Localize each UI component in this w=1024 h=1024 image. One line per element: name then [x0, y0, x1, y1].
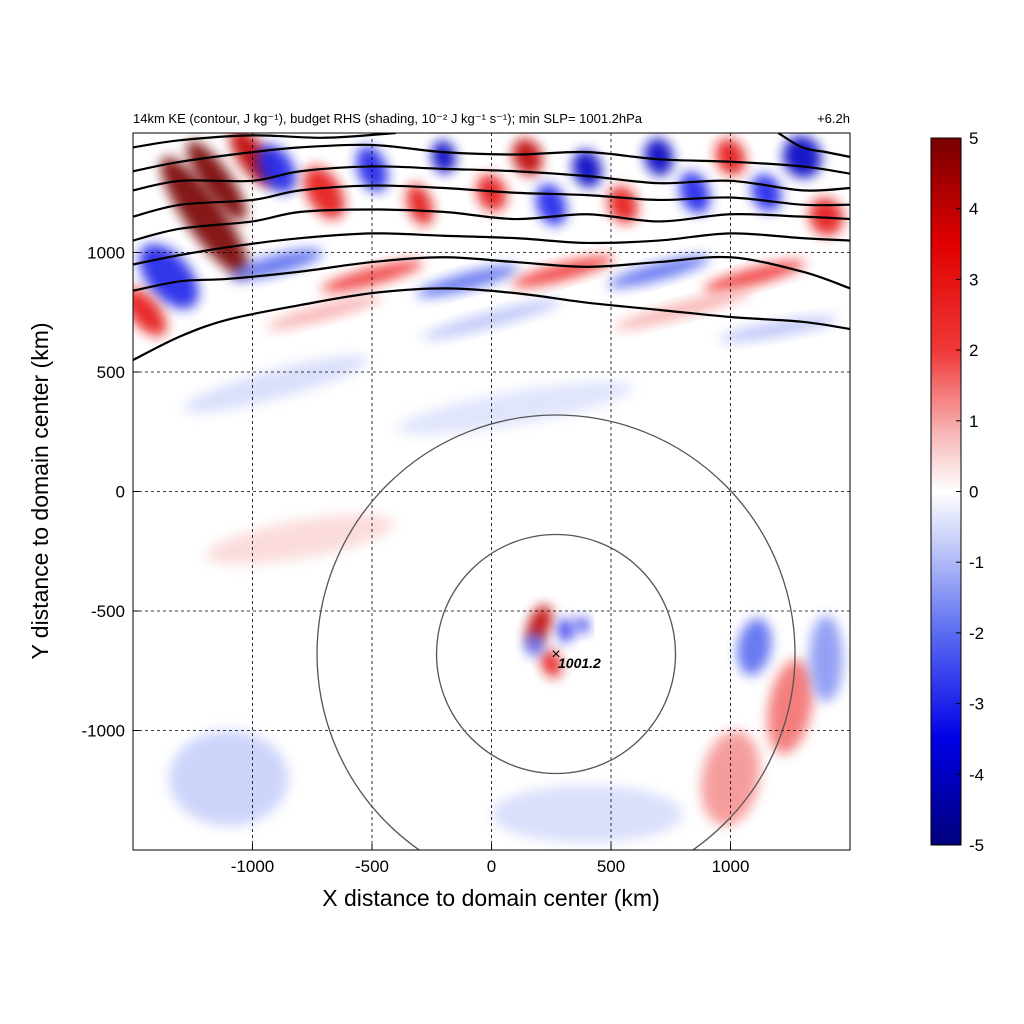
shading-feature-29 [613, 290, 752, 330]
shading-feature-39 [524, 632, 545, 657]
shading-feature-24 [512, 255, 615, 288]
shading-feature-32 [397, 381, 634, 435]
shading-feature-9 [431, 140, 456, 174]
shading-feature-14 [607, 186, 638, 224]
ke-contour-5 [133, 165, 850, 192]
x-axis-ticks: -1000 -500 0 500 1000 [231, 844, 750, 876]
x-tick-label: -1000 [231, 857, 274, 876]
budget-rhs-shading [133, 133, 844, 843]
shading-feature-22 [321, 260, 423, 293]
shading-feature-21 [230, 249, 323, 280]
colorbar-tick-label: -2 [969, 624, 984, 643]
ke-contour-8 [777, 133, 850, 158]
storm-center-marker: × [551, 646, 560, 663]
ke-contour-3 [133, 208, 850, 242]
shading-feature-4 [133, 288, 167, 337]
colorbar-tick-label: -1 [969, 553, 984, 572]
ke-contour-1 [133, 255, 850, 292]
shading-feature-36 [541, 649, 562, 678]
forecast-time-label: +6.2h [817, 111, 850, 126]
shading-feature-38 [576, 616, 589, 634]
shading-feature-13 [572, 150, 602, 188]
ke-contour-2 [133, 232, 850, 266]
shading-feature-6 [303, 166, 345, 219]
colorbar-tick-label: -4 [969, 765, 984, 784]
shading-feature-25 [607, 255, 710, 288]
min-slp-label: 1001.2 [558, 655, 601, 671]
shading-feature-15 [644, 137, 674, 176]
x-tick-label: 0 [487, 857, 496, 876]
shading-feature-5 [256, 144, 296, 194]
colorbar-tick-label: 1 [969, 412, 978, 431]
y-tick-label: -1000 [82, 722, 125, 741]
ke-contour-6 [133, 143, 850, 175]
shading-feature-31 [183, 355, 369, 413]
shading-feature-26 [703, 260, 806, 293]
colorbar-tick-label: 0 [969, 483, 978, 502]
y-tick-label: 500 [97, 363, 125, 382]
radius-circle-500km [435, 533, 677, 775]
shading-feature-20 [809, 197, 844, 236]
x-axis-label: X distance to domain center (km) [322, 885, 659, 911]
plot-title: 14km KE (contour, J kg⁻¹), budget RHS (s… [133, 111, 643, 126]
shading-feature-33 [206, 514, 395, 565]
shading-feature-43 [809, 615, 843, 702]
shading-feature-17 [715, 138, 746, 176]
shading-feature-40 [737, 618, 772, 676]
y-tick-label: 1000 [87, 244, 125, 263]
x-tick-label: 1000 [712, 857, 750, 876]
storm-center: × 1001.2 [551, 646, 601, 671]
ke-contour-0 [133, 287, 850, 362]
radius-circle-1000km [316, 414, 796, 850]
ke-contour-7 [133, 133, 396, 149]
shading-feature-7 [356, 145, 388, 192]
colorbar-tick-label: 3 [969, 270, 978, 289]
colorbar-tick-label: 5 [969, 129, 978, 148]
shading-feature-10 [476, 174, 507, 212]
colorbar-tick-label: 2 [969, 341, 978, 360]
x-tick-label: -500 [355, 857, 389, 876]
shading-feature-34 [168, 730, 289, 827]
colorbar-tick-label: 4 [969, 200, 978, 219]
y-tick-label: 0 [116, 483, 125, 502]
radius-circles [316, 414, 796, 850]
y-tick-label: -500 [91, 602, 125, 621]
ke-contour-4 [133, 184, 850, 218]
shading-feature-8 [406, 184, 434, 226]
colorbar-tick-label: -5 [969, 836, 984, 855]
shading-feature-42 [701, 730, 760, 826]
shading-feature-44 [491, 785, 683, 843]
y-axis-label: Y distance to domain center (km) [27, 322, 53, 659]
ke-contours [133, 133, 850, 362]
colorbar-tick-label: -3 [969, 695, 984, 714]
x-tick-label: 500 [597, 857, 625, 876]
shading-feature-11 [512, 138, 543, 176]
colorbar-ticks: 5 4 3 2 1 0 -1 -2 -3 -4 -5 [956, 129, 984, 855]
shading-feature-27 [266, 295, 382, 330]
y-axis-ticks: 1000 500 0 -500 -1000 [82, 244, 139, 741]
shading-feature-37 [558, 618, 573, 643]
